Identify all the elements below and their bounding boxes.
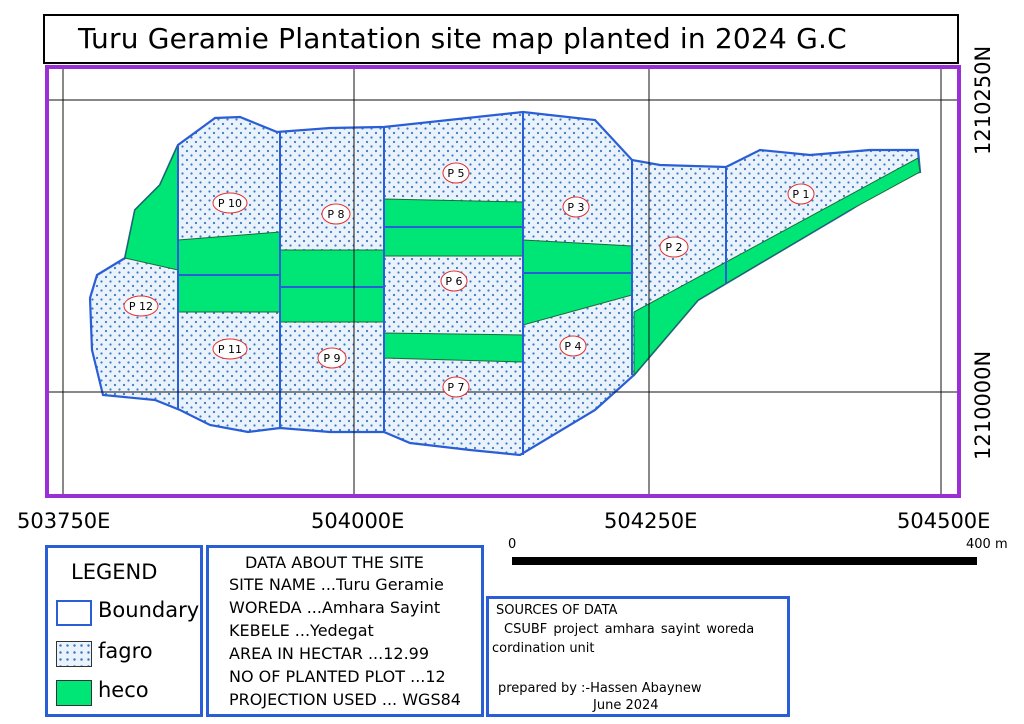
legend-panel: LEGEND Boundary fagro heco — [45, 545, 203, 717]
plot-label-p3: P 3 — [562, 196, 590, 218]
plot-label-p4: P 4 — [559, 335, 587, 357]
scale-start-label: 0 — [508, 537, 517, 552]
svg-text:P 1: P 1 — [792, 188, 809, 201]
svg-text:P 3: P 3 — [567, 201, 584, 214]
easting-label-4: 504500E — [897, 509, 991, 533]
svg-text:P 7: P 7 — [447, 381, 464, 394]
heco-area-p10-p11 — [177, 231, 281, 313]
kebele-line: KEBELE ...Yedegat — [229, 621, 374, 640]
northing-label-1: 1210250N — [971, 45, 995, 155]
prepared-date: June 2024 — [593, 698, 659, 713]
woreda-line: WOREDA ...Amhara Sayint — [229, 598, 441, 617]
plot-label-p9: P 9 — [317, 347, 347, 369]
legend-title: LEGEND — [71, 560, 158, 584]
prepared-by: prepared by :-Hassen Abaynew — [498, 681, 702, 696]
plot-label-p1: P 1 — [787, 183, 815, 205]
svg-text:P 9: P 9 — [323, 352, 340, 365]
heco-area-p6-p7 — [383, 332, 524, 363]
plot-label-p7: P 7 — [442, 376, 470, 398]
easting-label-3: 504250E — [604, 509, 698, 533]
legend-label-boundary: Boundary — [98, 598, 200, 622]
svg-text:P 12: P 12 — [129, 300, 153, 313]
heco-area-west — [124, 144, 179, 271]
site-name-line: SITE NAME ...Turu Geramie — [229, 575, 444, 594]
svg-text:P 8: P 8 — [327, 208, 344, 221]
projection-line: PROJECTION USED ... WGS84 — [229, 690, 461, 709]
boundary-swatch — [56, 600, 92, 626]
sources-line-2: cordination unit — [492, 641, 595, 656]
scale-bar: 0 400 m — [508, 537, 1012, 577]
northing-label-2: 1210000N — [971, 350, 995, 460]
legend-label-fagro: fagro — [98, 639, 153, 663]
coordinate-grid — [49, 69, 957, 494]
svg-text:P 6: P 6 — [445, 275, 462, 288]
svg-text:P 4: P 4 — [564, 340, 581, 353]
scale-end-label: 400 m — [966, 537, 1008, 552]
heco-area-east — [633, 157, 921, 377]
plot-label-p2: P 2 — [659, 236, 689, 258]
plot-label-p10: P 10 — [212, 192, 248, 214]
plot-label-p12: P 12 — [123, 295, 159, 317]
scale-bar-fill — [514, 559, 975, 563]
site-data-title: DATA ABOUT THE SITE — [245, 553, 424, 572]
sources-panel: SOURCES OF DATA CSUBF project amhara say… — [486, 596, 790, 717]
legend-label-heco: heco — [98, 678, 149, 702]
sources-title: SOURCES OF DATA — [496, 603, 618, 618]
svg-text:P 10: P 10 — [218, 197, 242, 210]
svg-text:P 11: P 11 — [218, 343, 242, 356]
plot-dividers — [177, 112, 727, 455]
plot-count-line: NO OF PLANTED PLOT ...12 — [229, 667, 446, 686]
site-data-panel: DATA ABOUT THE SITE SITE NAME ...Turu Ge… — [206, 545, 484, 717]
sources-line-1: CSUBF project amhara sayint woreda — [504, 622, 755, 637]
svg-text:P 5: P 5 — [447, 167, 464, 180]
plot-label-p8: P 8 — [321, 203, 351, 225]
heco-swatch — [56, 680, 92, 706]
plot-label-p11: P 11 — [212, 338, 248, 360]
area-line: AREA IN HECTAR ...12.99 — [229, 644, 430, 663]
map-title: Turu Geramie Plantation site map planted… — [78, 22, 847, 55]
title-box: Turu Geramie Plantation site map planted… — [43, 14, 959, 64]
svg-text:P 2: P 2 — [665, 241, 682, 254]
plot-label-p5: P 5 — [442, 162, 470, 184]
fagro-swatch — [56, 641, 92, 667]
plot-label-p6: P 6 — [440, 270, 468, 292]
easting-label-1: 503750E — [17, 509, 111, 533]
plot-labels: P 1 P 2 P 3 P 4 P 5 P 6 P 7 P 8 P 9 P 10… — [123, 162, 815, 398]
easting-label-2: 504000E — [311, 509, 405, 533]
